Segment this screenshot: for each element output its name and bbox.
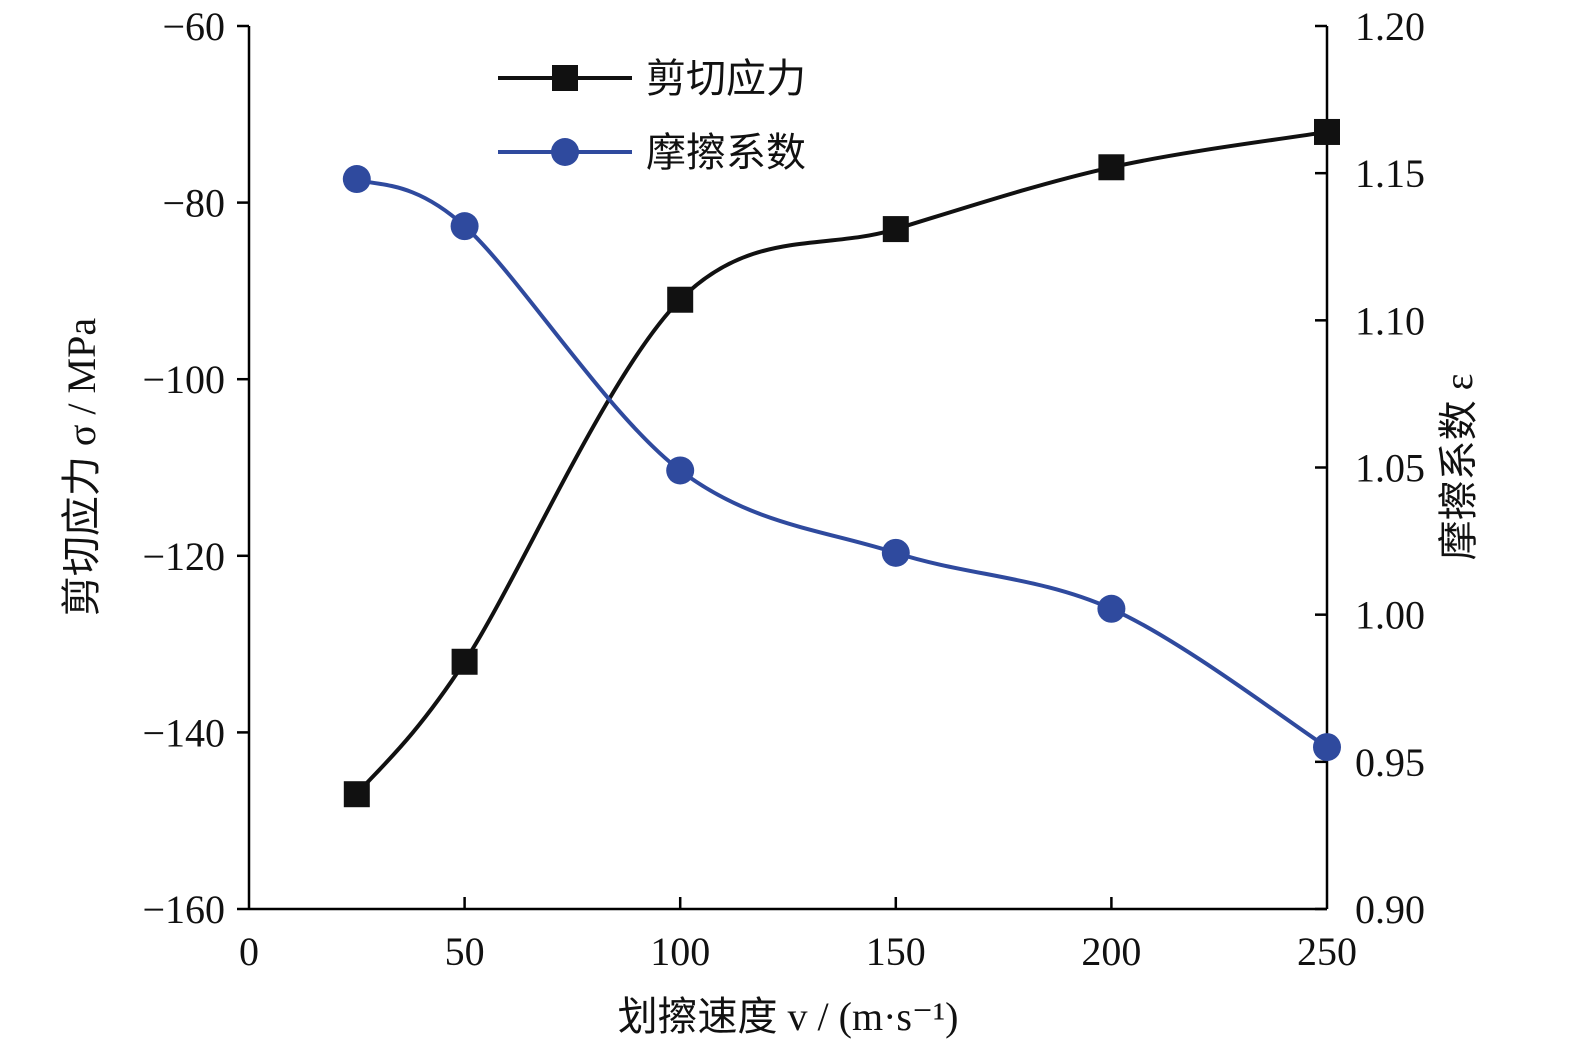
friction-coefficient-point: [1097, 594, 1126, 623]
ticks-layer: 0 50 100 150 200 250 −60 −80 −100 −120 −140 −160 1.2…: [142, 4, 1425, 974]
friction-coefficient-point: [450, 212, 479, 241]
x-tick-label: 50: [445, 929, 485, 974]
right-y-tick-label: 0.90: [1355, 887, 1425, 932]
shear-stress-point: [1098, 154, 1125, 181]
legend-marker-friction: [551, 138, 579, 166]
left-y-tick-label: −80: [162, 181, 225, 226]
x-tick-label: 0: [239, 929, 259, 974]
legend-label-friction: 摩擦系数: [646, 130, 806, 175]
left-y-tick-label: −60: [162, 4, 225, 49]
shear-stress-point: [343, 781, 370, 808]
right-y-tick-label: 0.95: [1355, 740, 1425, 785]
right-y-axis-title: 摩擦系数 ε: [1436, 374, 1481, 561]
friction-coefficient-point: [1313, 733, 1341, 762]
friction-coefficient-point: [342, 165, 371, 194]
series-line-shear-stress: [355, 129, 1328, 796]
right-y-tick-label: 1.10: [1355, 298, 1425, 343]
x-axis-title: 划擦速度 v / (m·s⁻¹): [618, 994, 959, 1039]
right-y-tick-label: 1.05: [1355, 446, 1425, 491]
left-y-axis-title: 剪切应力 σ / MPa: [59, 318, 104, 616]
friction-coefficient-point: [666, 456, 695, 485]
series-layer: [342, 118, 1341, 808]
legend-label-shear: 剪切应力: [646, 56, 806, 101]
right-y-tick-label: 1.00: [1355, 593, 1425, 638]
left-y-tick-label: −160: [142, 887, 225, 932]
shear-stress-point: [882, 216, 909, 243]
right-y-tick-label: 1.20: [1355, 4, 1425, 49]
left-y-tick-label: −100: [142, 357, 225, 402]
right-y-tick-label: 1.15: [1355, 151, 1425, 196]
legend: 剪切应力 摩擦系数: [498, 56, 806, 175]
shear-stress-point: [1314, 118, 1340, 145]
x-tick-label: 150: [866, 929, 926, 974]
friction-coefficient-point: [881, 538, 910, 567]
x-tick-label: 100: [650, 929, 710, 974]
x-tick-label: 200: [1081, 929, 1141, 974]
left-y-tick-label: −140: [142, 710, 225, 755]
left-y-tick-label: −120: [142, 534, 225, 579]
shear-stress-point: [667, 286, 694, 313]
legend-marker-shear: [552, 65, 578, 91]
shear-stress-point: [451, 648, 478, 675]
series-line-friction-coefficient: [356, 177, 1329, 749]
x-tick-label: 250: [1297, 929, 1357, 974]
